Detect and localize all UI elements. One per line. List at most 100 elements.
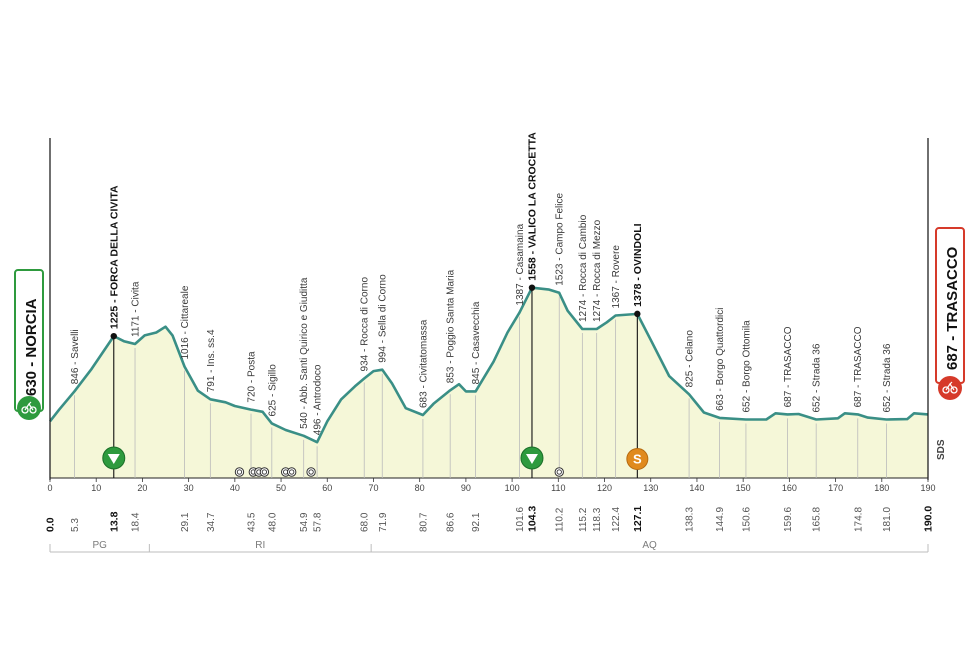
sprint-marker-label: S — [633, 452, 642, 467]
x-tick-label: 150 — [736, 483, 751, 493]
feed-zone-marker-inner — [308, 469, 314, 475]
km-label: 181.0 — [882, 507, 893, 532]
feed-zone-marker — [234, 467, 245, 477]
x-tick-label: 100 — [505, 483, 520, 493]
start-finish: SDS 630 - NORCIA 687 - TRASACCO — [14, 227, 965, 460]
waypoint-label: 1378 - OVINDOLI — [632, 223, 644, 307]
feed-zone-marker — [554, 467, 564, 477]
waypoint-label: 687 - TRASACCO — [853, 326, 864, 407]
finish-bike-wheel — [950, 386, 958, 394]
x-tick-label: 190 — [920, 483, 935, 493]
x-tick-label: 30 — [184, 483, 194, 493]
km-labels: 0.0 5.3 13.8 18.4 29.1 34.7 43.5 48.0 54.9 57.8 68… — [45, 506, 935, 532]
x-tick-label: 160 — [782, 483, 797, 493]
province-label: RI — [255, 540, 265, 551]
km-label: 150.6 — [741, 507, 752, 532]
km-label: 48.0 — [267, 512, 278, 532]
waypoint-label: 1274 - Rocca di Mezzo — [592, 219, 603, 322]
finish-bike-wheel — [942, 386, 950, 394]
waypoint-label: 825 - Celano — [685, 330, 696, 388]
start-label: 630 - NORCIA — [23, 298, 40, 396]
x-tick-label: 180 — [874, 483, 889, 493]
waypoint-label: 540 - Abb. Santi Quirico e Giuditta — [299, 277, 310, 429]
km-label: 29.1 — [180, 512, 191, 532]
waypoint-label: 1387 - Casamaina — [515, 223, 526, 305]
waypoint-label: 652 - Strada 36 — [882, 343, 893, 412]
km-label: 0.0 — [45, 517, 57, 532]
waypoint-label: 1558 - VALICO LA CROCETTA — [526, 132, 538, 281]
feed-zone-marker — [286, 467, 297, 477]
km-label: 122.4 — [611, 507, 622, 532]
waypoint-label: 663 - Borgo Quattordici — [715, 308, 726, 411]
profile-area — [48, 286, 929, 478]
province-label: AQ — [642, 540, 657, 551]
feed-zone-marker-inner — [236, 469, 243, 475]
sprint-marker — [626, 448, 649, 470]
waypoint-label: 791 - Ins. ss.4 — [206, 329, 217, 392]
feed-zone-marker-inner — [289, 469, 295, 475]
finish-bike-icon — [938, 376, 962, 400]
x-tick-label: 140 — [689, 483, 704, 493]
chart-frame — [49, 138, 929, 480]
start-bike-wheel — [29, 406, 37, 414]
provinces: PG RI AQ — [49, 540, 929, 553]
x-tick-label: 130 — [643, 483, 658, 493]
km-label: 115.2 — [578, 507, 589, 532]
waypoint-label: 1367 - Rovere — [611, 245, 622, 309]
x-tick-label: 50 — [276, 483, 286, 493]
feed-zone-marker-inner — [556, 469, 562, 475]
feed-zone-marker — [306, 467, 316, 477]
waypoint-label: 496 - Antrodoco — [313, 364, 324, 435]
waypoint-label: 994 - Sella di Corno — [378, 274, 389, 363]
waypoint-label: 1016 - Cittareale — [180, 285, 191, 359]
profile-fill — [50, 287, 928, 478]
km-label: 34.7 — [206, 512, 217, 532]
x-tick-label: 90 — [461, 483, 471, 493]
waypoint-label: 652 - Borgo Ottomila — [741, 320, 752, 413]
km-label: 190.0 — [923, 506, 935, 532]
km-label: 43.5 — [247, 512, 258, 532]
km-label: 54.9 — [299, 512, 310, 532]
km-label: 144.9 — [715, 507, 726, 532]
waypoint-label: 1274 - Rocca di Cambio — [578, 214, 589, 322]
x-axis: 0 10 20 30 40 50 60 70 80 90 100 110 120 130 140 150 160… — [47, 478, 936, 493]
waypoint-label: 1225 - FORCA DELLA CIVITA — [108, 185, 120, 329]
climb-marker-triangle — [107, 454, 120, 464]
km-label: 5.3 — [70, 518, 81, 532]
km-label: 159.6 — [783, 507, 794, 532]
feed-zone-marker — [259, 467, 270, 477]
km-label: 86.6 — [446, 512, 457, 532]
markers: S — [102, 446, 649, 477]
waypoint-label: 934 - Rocca di Corno — [360, 277, 371, 372]
x-tick-label: 40 — [230, 483, 240, 493]
waypoint-label: 846 - Savelli — [70, 329, 81, 384]
summit-dot — [528, 284, 536, 291]
km-label: 165.8 — [812, 507, 823, 532]
km-label: 110.2 — [555, 507, 566, 532]
start-bike-frame — [24, 401, 34, 411]
waypoint-label: 720 - Posta — [247, 351, 258, 403]
km-label: 104.3 — [526, 506, 538, 532]
waypoint-label: 845 - Casavecchia — [471, 301, 482, 384]
km-label: 18.4 — [131, 512, 142, 532]
km-label: 71.9 — [378, 512, 389, 532]
finish-label: 687 - TRASACCO — [944, 246, 961, 370]
waypoint-label: 683 - Civitatomassa — [418, 319, 429, 408]
climb-marker-triangle — [525, 454, 538, 464]
x-tick-label: 10 — [91, 483, 101, 493]
x-tick-label: 80 — [415, 483, 425, 493]
waypoint-label: 853 - Poggio Santa Maria — [446, 269, 457, 383]
feed-zone-marker-inner — [261, 469, 268, 475]
finish-bike-frame — [945, 381, 955, 391]
waypoint-label: 652 - Strada 36 — [812, 343, 823, 412]
x-tick-label: 70 — [368, 483, 378, 493]
waypoint-label: 1523 - Campo Felice — [555, 193, 566, 286]
waypoints: 846 - Savelli 1225 - FORCA DELLA CIVITA 11… — [70, 132, 893, 478]
km-label: 13.8 — [108, 511, 120, 532]
waypoint-label: 625 - Sigillo — [267, 364, 278, 417]
x-tick-label: 110 — [551, 483, 565, 493]
km-label: 127.1 — [632, 506, 644, 532]
km-label: 118.3 — [592, 507, 603, 532]
